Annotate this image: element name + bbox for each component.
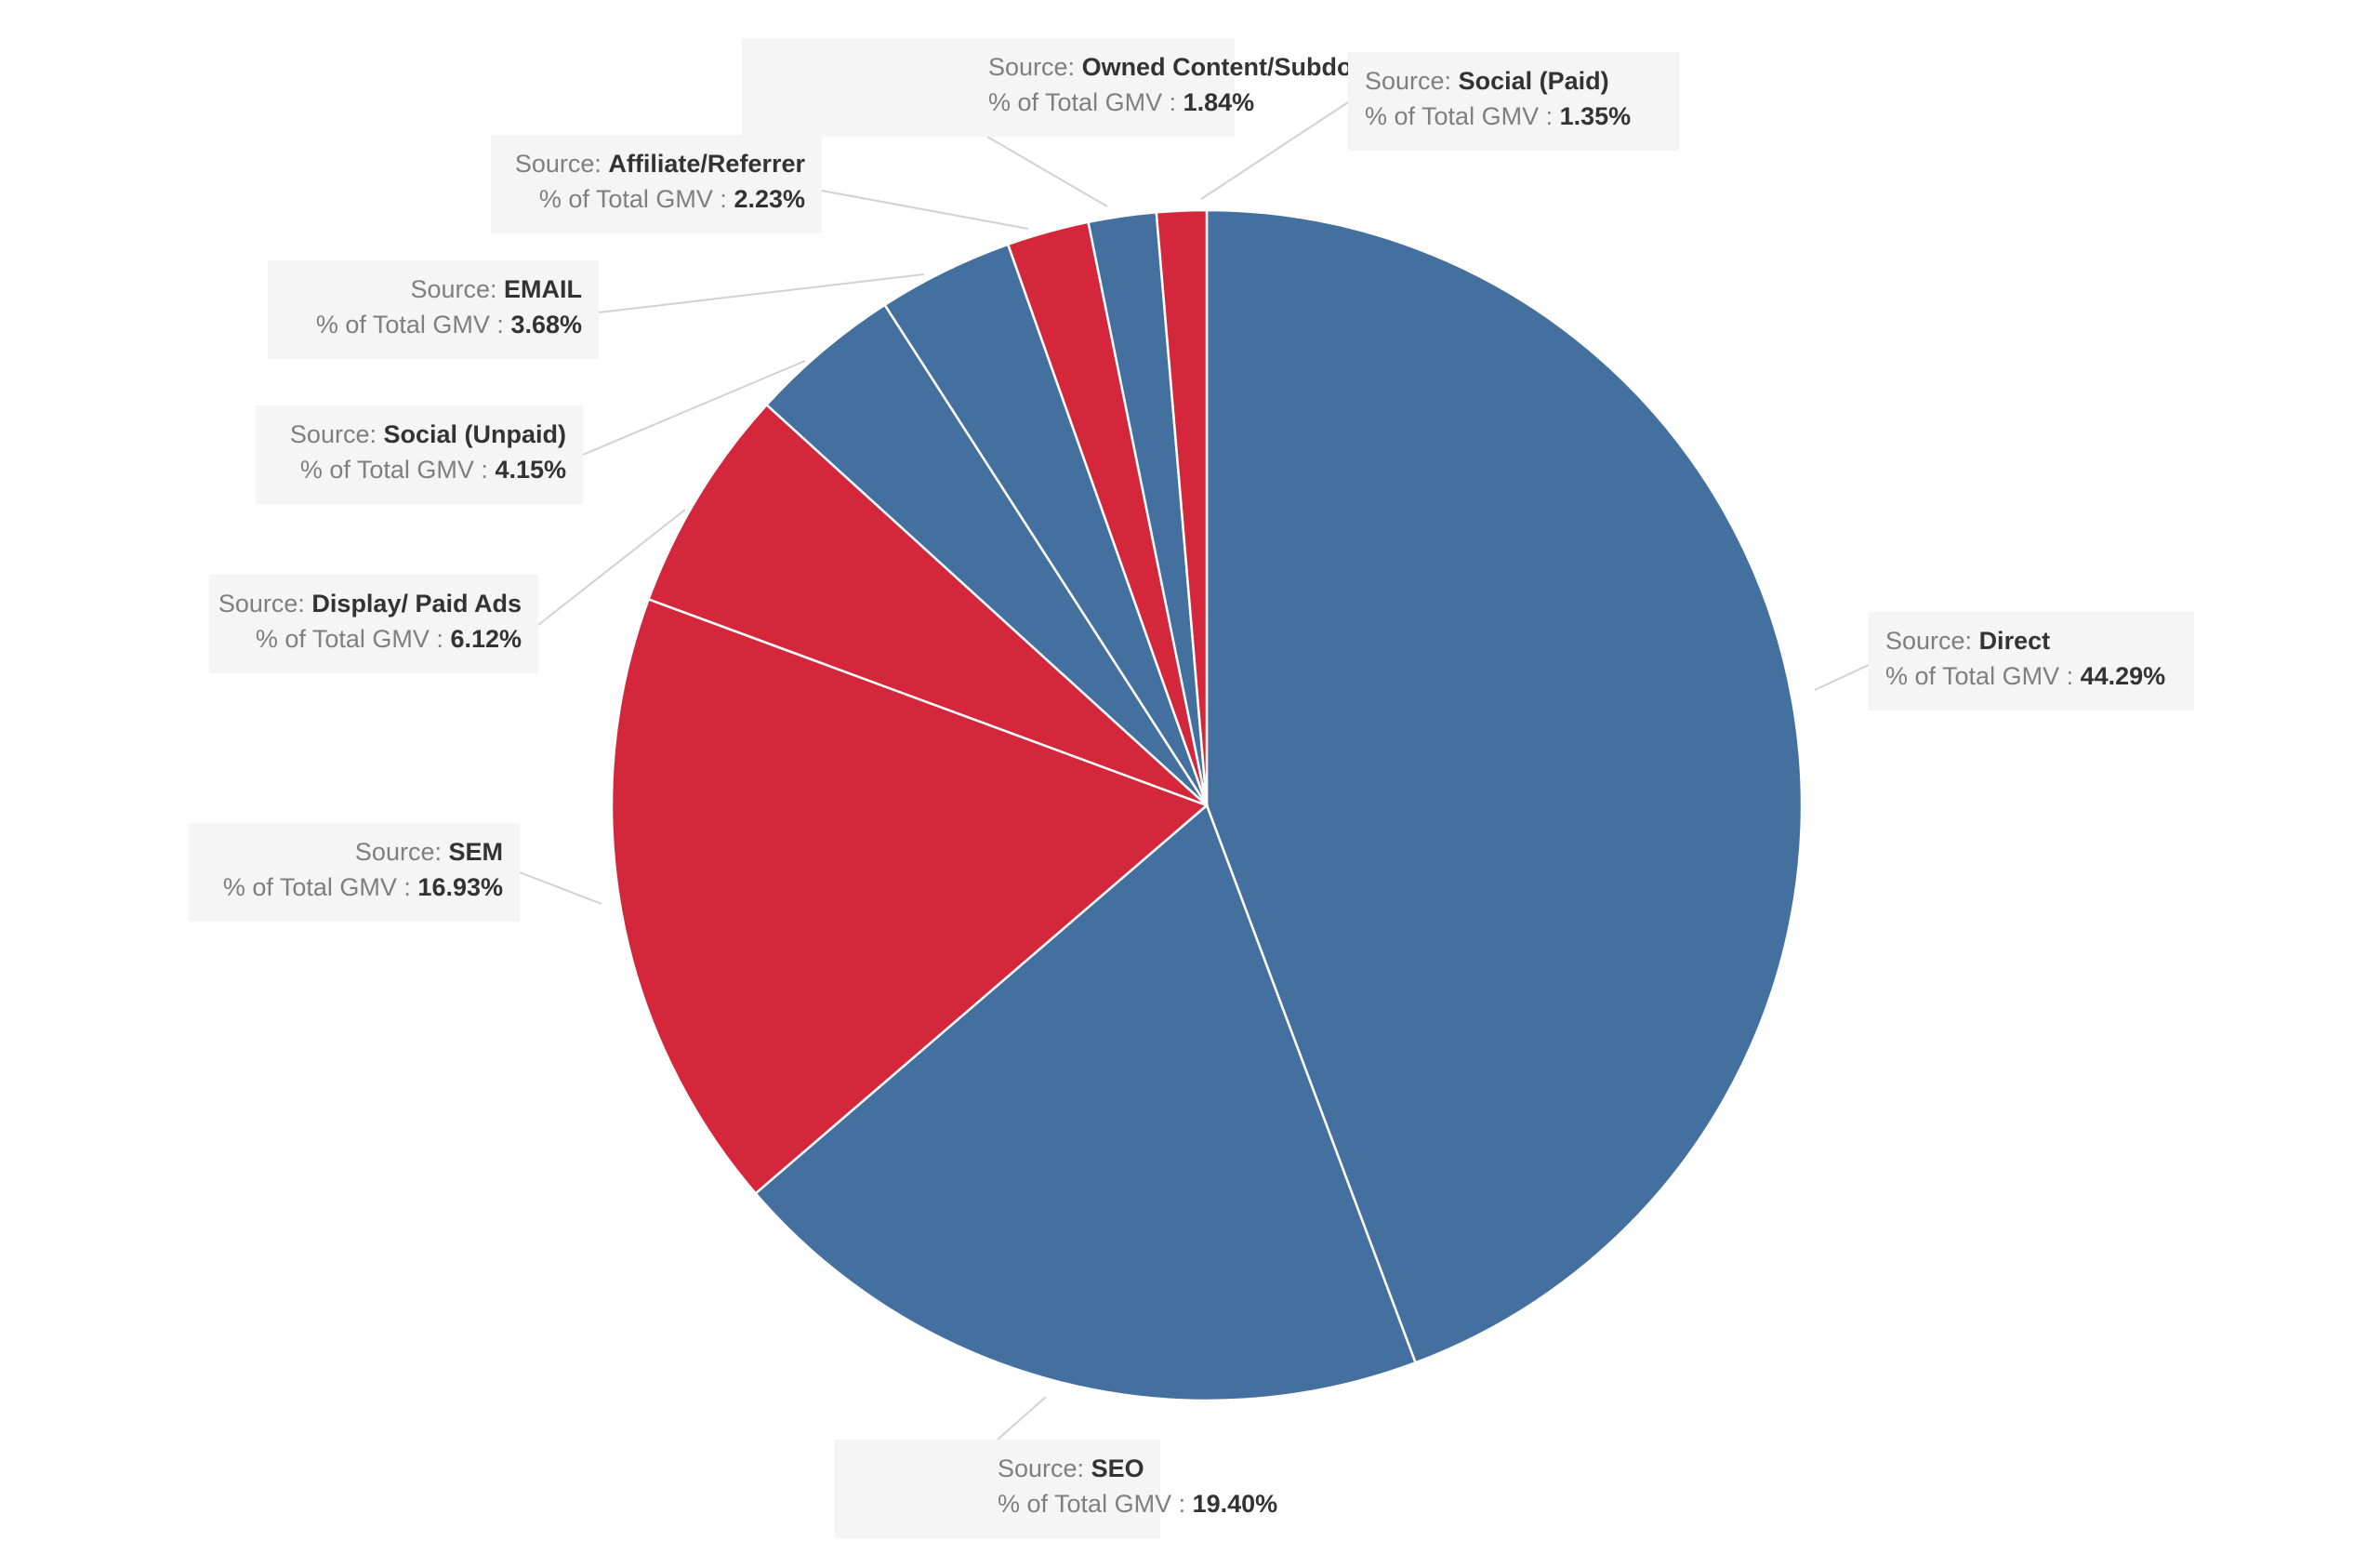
label-source: Source: Social (Paid) <box>1365 67 1609 95</box>
leader-line <box>986 136 1108 207</box>
pie-slice-direct[interactable] <box>1205 208 1804 1364</box>
slice-label: Source: Social (Unpaid) % of Total GMV : … <box>256 405 583 504</box>
label-box <box>742 38 1235 137</box>
label-box <box>268 260 599 359</box>
pie-slice-sem[interactable] <box>610 597 1210 1196</box>
leader-line <box>997 1396 1047 1441</box>
label-source: Source: Direct <box>1885 627 2050 655</box>
label-source: Source: Display/ Paid Ads <box>218 590 522 618</box>
leader-lines <box>519 101 1870 1441</box>
pie-slice-social-paid-[interactable] <box>1155 208 1209 806</box>
slice-label: Source: SEO % of Total GMV : 19.40% <box>835 1440 1277 1538</box>
slice-label: Source: Affiliate/Referrer % of Total GMV… <box>491 135 822 233</box>
leader-line <box>598 273 925 313</box>
label-value: % of Total GMV : 4.15% <box>300 456 566 484</box>
label-source: Source: EMAIL <box>410 275 582 303</box>
label-source: Source: SEO <box>998 1454 1144 1482</box>
label-box <box>835 1440 1160 1538</box>
pie-slices <box>610 208 1804 1402</box>
label-value: % of Total GMV : 1.84% <box>988 88 1254 116</box>
slice-label: Source: Display/ Paid Ads % of Total GMV … <box>209 575 538 673</box>
label-source: Source: Affiliate/Referrer <box>515 150 806 178</box>
leader-line <box>519 871 602 905</box>
pie-slice-seo[interactable] <box>753 803 1418 1402</box>
label-box <box>1869 612 2194 710</box>
slice-label: Source: Direct % of Total GMV : 44.29% <box>1869 612 2194 710</box>
slice-label: Source: Social (Paid) % of Total GMV : 1.… <box>1348 52 1679 151</box>
label-value: % of Total GMV : 16.93% <box>223 873 503 901</box>
label-box <box>256 405 583 504</box>
pie-slice-display-paid-ads[interactable] <box>646 403 1208 807</box>
label-box <box>1348 52 1679 151</box>
label-value: % of Total GMV : 44.29% <box>1885 662 2165 690</box>
slice-labels: Source: Direct% of Total GMV : 44.29%Sou… <box>189 38 2194 1538</box>
leader-line <box>582 360 806 456</box>
label-value: % of Total GMV : 6.12% <box>256 625 522 653</box>
slice-label: Source: Owned Content/Subdomains% of Tot… <box>742 38 1425 137</box>
label-box <box>209 575 538 673</box>
label-value: % of Total GMV : 2.23% <box>539 185 805 213</box>
label-source: Source: Social (Unpaid) <box>290 420 566 448</box>
leader-line <box>537 509 686 626</box>
label-value: % of Total GMV : 1.35% <box>1365 102 1631 130</box>
label-value: % of Total GMV : 3.68% <box>316 311 582 339</box>
leader-line <box>1814 664 1870 691</box>
label-box <box>491 135 822 233</box>
leader-line <box>821 190 1029 230</box>
label-value: % of Total GMV : 19.40% <box>998 1490 1277 1518</box>
label-box <box>189 823 520 922</box>
leader-line <box>1200 101 1349 200</box>
label-source: Source: SEM <box>355 838 503 866</box>
slice-label: Source: EMAIL % of Total GMV : 3.68% <box>268 260 599 359</box>
slice-label: Source: SEM % of Total GMV : 16.93% <box>189 823 520 922</box>
